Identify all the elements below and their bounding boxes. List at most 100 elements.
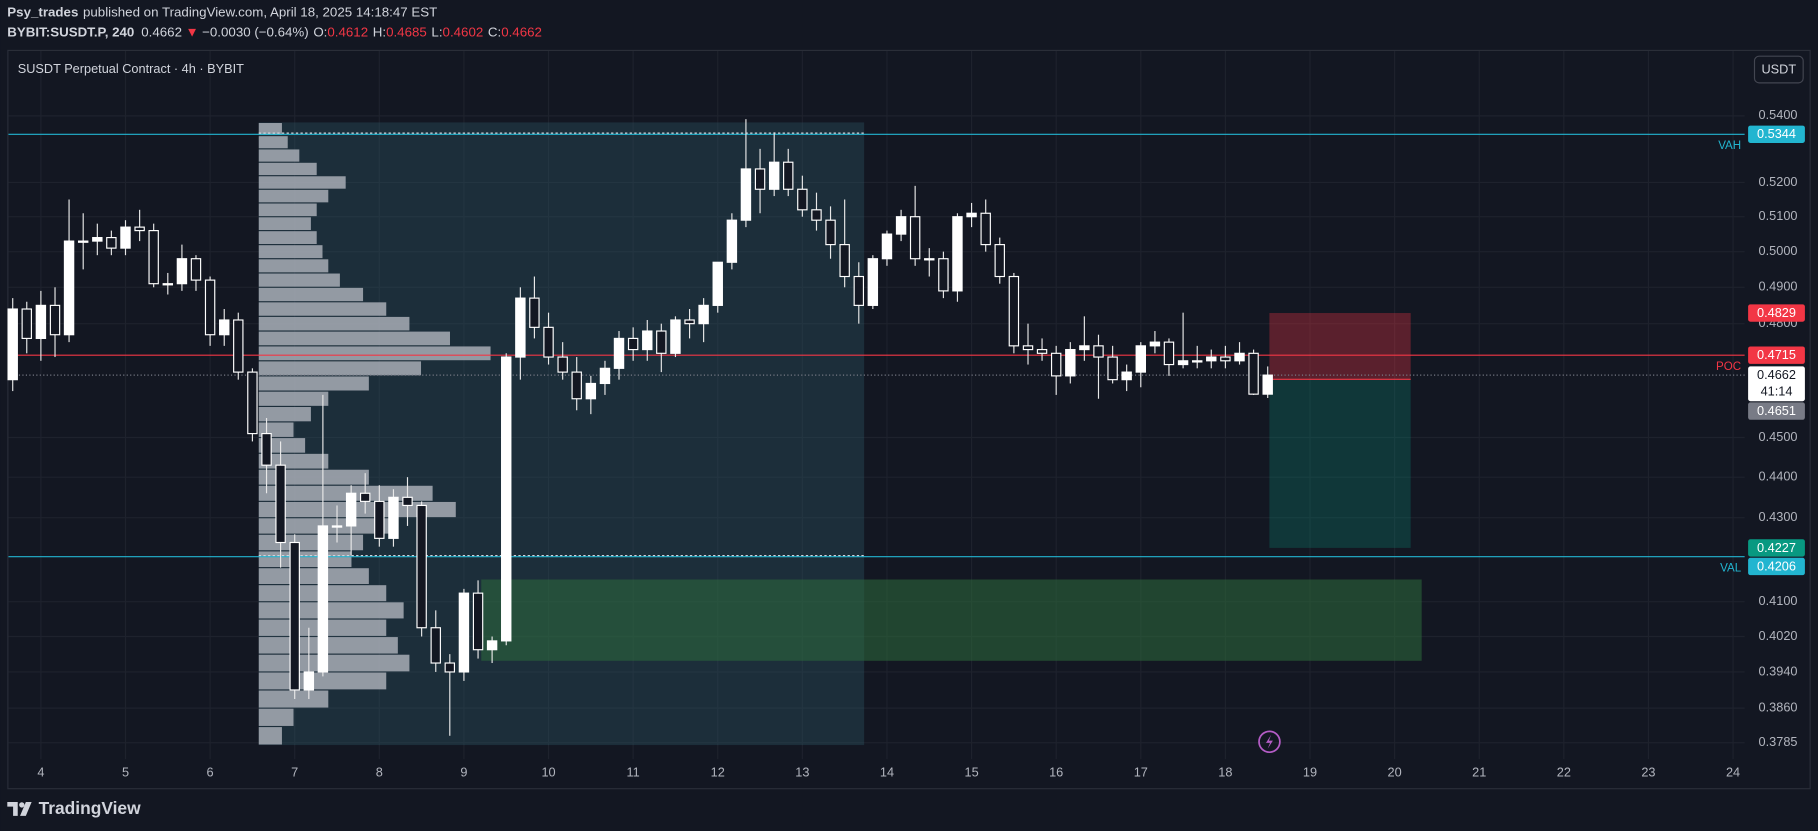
profile-bar <box>258 708 294 726</box>
candle-body <box>219 319 230 336</box>
candle-body <box>571 371 582 400</box>
profile-bar <box>258 287 364 302</box>
footer-brand[interactable]: TradingView <box>39 798 142 818</box>
candle-body <box>1135 345 1147 373</box>
currency-button-frame[interactable] <box>1753 55 1804 84</box>
candle-body <box>811 209 822 221</box>
symbol-line: BYBIT:SUSDT.P, 240 0.4662 ▼ −0.0030 (−0.64%… <box>7 24 542 39</box>
profile-bar <box>258 727 282 745</box>
x-tick-label: 15 <box>964 764 978 779</box>
candle-body <box>374 500 385 539</box>
profile-bar <box>258 690 329 708</box>
profile-bar <box>258 123 282 136</box>
candle-body <box>430 627 441 664</box>
candle-body <box>656 330 667 354</box>
candle-body <box>444 662 456 673</box>
candle-body <box>289 541 300 691</box>
ohlc-label: L: <box>431 24 442 39</box>
price: 0.4662 <box>141 24 182 39</box>
candle-body <box>1050 352 1062 377</box>
candle-body <box>1065 348 1076 377</box>
candle-body <box>148 230 159 285</box>
demand-zone <box>481 579 1422 661</box>
alert-circle[interactable] <box>1258 730 1281 754</box>
y-tick-label: 0.4020 <box>1759 628 1798 643</box>
candle-body <box>275 464 286 544</box>
y-tick-label: 0.3785 <box>1759 734 1798 749</box>
candle-body <box>190 258 202 281</box>
candle-body <box>1036 348 1048 354</box>
candle-body <box>233 319 244 373</box>
x-tick-label: 22 <box>1557 764 1571 779</box>
candle-body <box>698 304 709 325</box>
x-tick-label: 18 <box>1218 764 1232 779</box>
logo-dot[interactable] <box>19 802 25 808</box>
x-tick-label: 16 <box>1049 764 1063 779</box>
level-name: POC <box>1716 361 1741 373</box>
pane-title: SUSDT Perpetual Contract · 4h · BYBIT <box>18 61 244 76</box>
alert-icon[interactable] <box>1258 730 1281 754</box>
profile-bar <box>258 316 410 331</box>
profile-bar <box>258 637 398 654</box>
x-tick-label: 12 <box>711 764 725 779</box>
candle-body <box>642 330 653 351</box>
y-tick-label: 0.3940 <box>1759 663 1798 678</box>
profile-bar <box>258 136 288 149</box>
alert-bolt[interactable] <box>1265 734 1273 749</box>
candle-body <box>557 356 568 373</box>
candle-body <box>35 304 47 340</box>
profile-bar <box>258 331 450 346</box>
candle-body <box>627 337 639 351</box>
candle-body <box>853 275 865 306</box>
profile-bar <box>258 534 364 551</box>
candle-body <box>867 258 879 306</box>
candle-body <box>613 337 625 369</box>
x-tick-label: 21 <box>1472 764 1486 779</box>
price-label-box <box>1748 402 1805 420</box>
candle-body <box>1079 345 1090 351</box>
currency-button[interactable]: USDT <box>1753 55 1804 84</box>
author: Psy_trades <box>7 4 78 19</box>
candle-body <box>77 240 89 243</box>
logo-mark[interactable] <box>7 802 32 816</box>
published: published on TradingView.com, April 18, … <box>83 4 437 19</box>
candle-body <box>162 283 174 286</box>
candle-body <box>106 237 117 249</box>
profile-bar <box>258 551 352 568</box>
candle-body <box>49 304 61 336</box>
profile-bar <box>258 245 323 259</box>
price-label-box <box>1748 539 1805 557</box>
candle-body <box>1163 341 1175 366</box>
x-tick-label: 6 <box>207 764 214 779</box>
candle-body <box>416 504 427 629</box>
position-stop <box>1269 313 1411 380</box>
candle-body <box>515 297 526 358</box>
candle-body <box>134 226 145 232</box>
candle-body <box>402 496 413 507</box>
currency[interactable]: USDT <box>1761 61 1796 76</box>
profile-bar <box>258 654 410 672</box>
candle-body <box>529 297 540 328</box>
candle-body <box>783 161 794 190</box>
candle-body <box>1234 352 1245 362</box>
profile-bar <box>258 176 346 189</box>
y-tick-label: 0.4300 <box>1759 509 1798 524</box>
profile-bar <box>258 346 491 361</box>
profile-bar <box>258 189 329 203</box>
x-tick-label: 17 <box>1134 764 1148 779</box>
candle-body <box>331 525 343 528</box>
price-label-box <box>1748 125 1805 143</box>
footer-logo[interactable]: TradingView <box>7 798 141 818</box>
profile-bar <box>258 376 369 391</box>
x-tick-label: 19 <box>1303 764 1317 779</box>
ohlc-value: 0.4612 <box>327 24 368 39</box>
y-tick-label: 0.4500 <box>1759 429 1798 444</box>
profile-bar <box>258 302 387 316</box>
candle-body <box>472 592 484 651</box>
profile-bar <box>258 602 404 619</box>
candle-body <box>825 219 836 246</box>
ohlc-value: 0.4602 <box>443 24 484 39</box>
price-label-box <box>1748 304 1805 322</box>
